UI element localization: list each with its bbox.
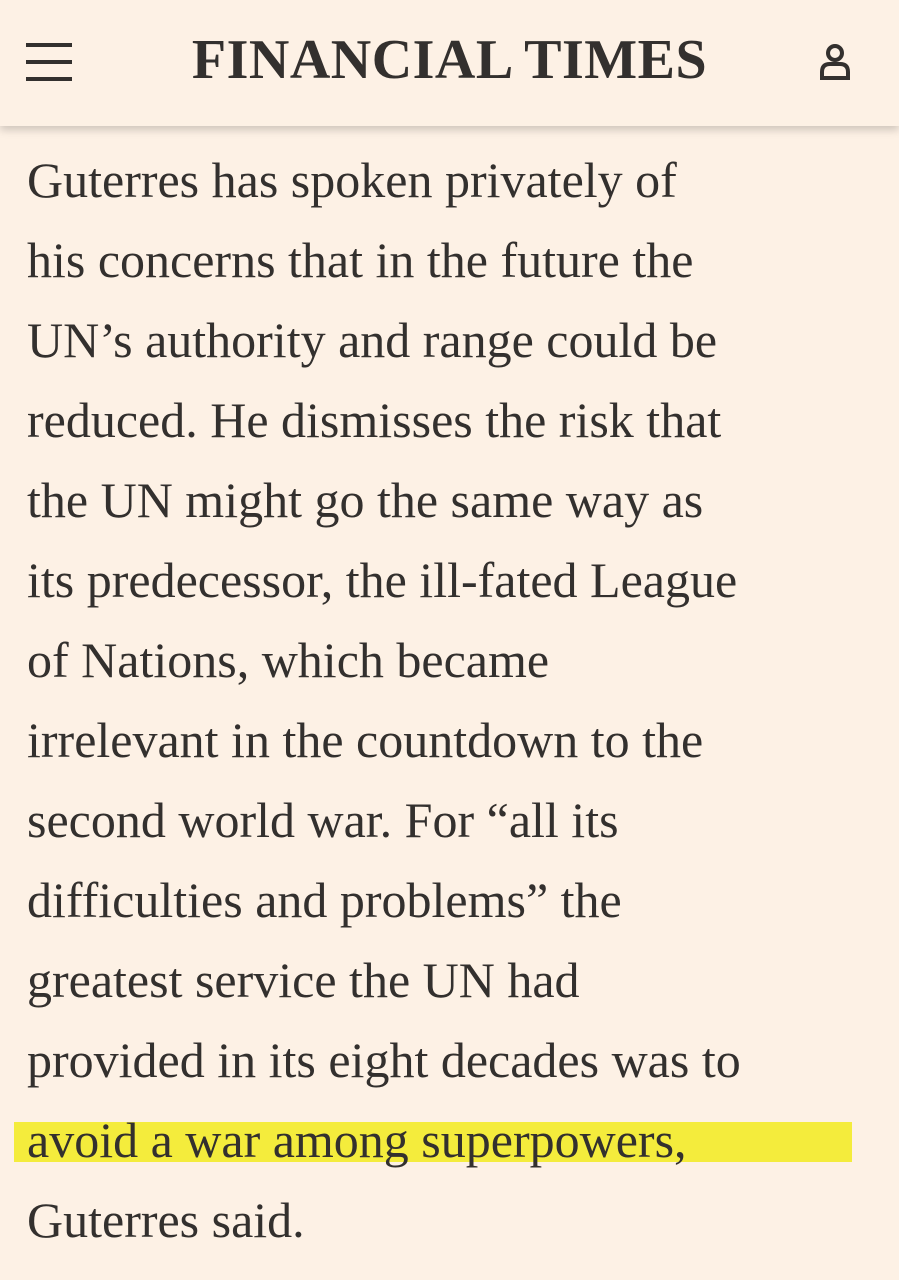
text-line: reduced. He dismisses the risk that xyxy=(27,392,722,448)
highlight xyxy=(14,1122,852,1162)
text-line: Guterres said. xyxy=(27,1192,305,1248)
text-line: Guterres has spoken privately of xyxy=(27,152,677,208)
text-line: greatest service the UN had xyxy=(27,952,580,1008)
highlighted-text: avoid a war among superpowers, xyxy=(27,1112,687,1168)
text-line: of Nations, which became xyxy=(27,632,550,688)
text-line: second world war. For “all its xyxy=(27,792,619,848)
text-line: his concerns that in the future the xyxy=(27,232,694,288)
account-button[interactable] xyxy=(818,42,854,82)
header: FINANCIAL TIMES xyxy=(0,0,899,126)
text-line: difficulties and problems” the xyxy=(27,872,622,928)
site-title[interactable]: FINANCIAL TIMES xyxy=(191,29,708,91)
text-line: UN’s authority and range could be xyxy=(27,312,718,368)
text-line: provided in its eight decades was to xyxy=(27,1032,741,1088)
text-line: irrelevant in the countdown to the xyxy=(27,712,704,768)
text-line: the UN might go the same way as xyxy=(27,472,704,528)
text-line: its predecessor, the ill-fated League xyxy=(27,552,738,608)
menu-button[interactable] xyxy=(26,42,74,82)
